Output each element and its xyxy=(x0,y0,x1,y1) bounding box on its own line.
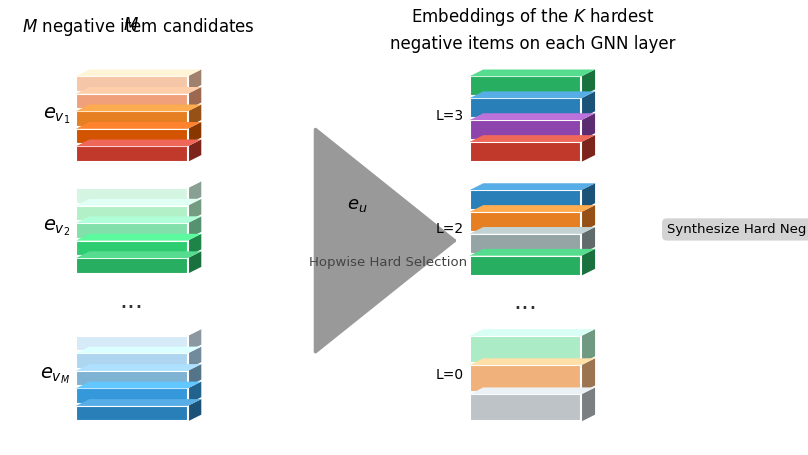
Bar xyxy=(76,188,187,204)
Text: ...: ... xyxy=(120,289,144,313)
Polygon shape xyxy=(187,122,201,144)
Polygon shape xyxy=(76,122,201,129)
Bar xyxy=(76,223,187,239)
Polygon shape xyxy=(76,216,201,223)
Polygon shape xyxy=(187,251,201,274)
Polygon shape xyxy=(582,70,595,96)
Polygon shape xyxy=(469,205,595,212)
Bar xyxy=(76,336,187,351)
Text: Synthesize Hard Neg: Synthesize Hard Neg xyxy=(667,223,806,236)
Polygon shape xyxy=(469,91,595,98)
Polygon shape xyxy=(76,364,201,371)
Polygon shape xyxy=(76,181,201,188)
Polygon shape xyxy=(187,329,201,351)
Polygon shape xyxy=(76,234,201,241)
Polygon shape xyxy=(187,181,201,204)
Polygon shape xyxy=(76,70,201,76)
Text: $e_u$: $e_u$ xyxy=(347,197,367,214)
Bar xyxy=(76,354,187,369)
Text: $e_{v_1}$: $e_{v_1}$ xyxy=(43,106,70,126)
Polygon shape xyxy=(322,221,402,226)
Bar xyxy=(469,98,582,118)
Bar xyxy=(76,206,187,221)
Polygon shape xyxy=(76,399,201,406)
Polygon shape xyxy=(392,221,402,251)
Polygon shape xyxy=(187,347,201,369)
Text: $M$ negative item candidates: $M$ negative item candidates xyxy=(22,16,255,38)
Polygon shape xyxy=(582,358,595,392)
Bar xyxy=(76,241,187,256)
Bar xyxy=(76,371,187,386)
Polygon shape xyxy=(187,364,201,386)
Bar xyxy=(76,389,187,404)
Polygon shape xyxy=(469,358,595,365)
Polygon shape xyxy=(187,399,201,421)
Polygon shape xyxy=(187,140,201,162)
Text: Hopwise Hard Selection: Hopwise Hard Selection xyxy=(309,256,467,269)
Polygon shape xyxy=(582,329,595,363)
Bar xyxy=(469,394,582,421)
Bar xyxy=(76,76,187,92)
Polygon shape xyxy=(76,329,201,336)
Bar xyxy=(76,111,187,127)
Text: Embeddings of the $K$ hardest
negative items on each GNN layer: Embeddings of the $K$ hardest negative i… xyxy=(389,6,675,53)
Text: $e_{v_M}$: $e_{v_M}$ xyxy=(40,365,70,385)
Polygon shape xyxy=(76,382,201,389)
Polygon shape xyxy=(187,70,201,92)
Bar xyxy=(469,120,582,140)
Text: $e_{v_2}$: $e_{v_2}$ xyxy=(43,217,70,238)
Polygon shape xyxy=(582,388,595,421)
Polygon shape xyxy=(187,234,201,256)
Bar xyxy=(469,234,582,254)
Polygon shape xyxy=(76,251,201,258)
Polygon shape xyxy=(76,105,201,111)
Polygon shape xyxy=(76,140,201,147)
Bar xyxy=(76,129,187,144)
Polygon shape xyxy=(582,113,595,140)
Polygon shape xyxy=(469,329,595,336)
Polygon shape xyxy=(582,227,595,254)
Bar xyxy=(469,256,582,276)
Text: L=2: L=2 xyxy=(436,222,464,237)
Polygon shape xyxy=(187,382,201,404)
Polygon shape xyxy=(582,205,595,232)
Polygon shape xyxy=(187,105,201,127)
Polygon shape xyxy=(469,113,595,120)
Polygon shape xyxy=(582,183,595,210)
Text: L=3: L=3 xyxy=(436,109,464,123)
Polygon shape xyxy=(187,216,201,239)
Bar xyxy=(469,190,582,210)
Polygon shape xyxy=(469,135,595,142)
Polygon shape xyxy=(582,135,595,162)
Polygon shape xyxy=(469,249,595,256)
Bar xyxy=(469,336,582,363)
Text: L=0: L=0 xyxy=(436,368,464,382)
Bar xyxy=(76,94,187,109)
Polygon shape xyxy=(582,249,595,276)
Polygon shape xyxy=(469,388,595,394)
Polygon shape xyxy=(469,227,595,234)
Polygon shape xyxy=(76,199,201,206)
Text: ...: ... xyxy=(514,290,537,314)
Bar xyxy=(76,406,187,421)
Bar xyxy=(469,142,582,162)
Polygon shape xyxy=(469,183,595,190)
Bar xyxy=(469,76,582,96)
Bar xyxy=(469,365,582,392)
Bar xyxy=(76,258,187,274)
Polygon shape xyxy=(187,87,201,109)
Bar xyxy=(469,212,582,232)
Bar xyxy=(76,147,187,162)
Text: $M$: $M$ xyxy=(123,16,139,34)
Bar xyxy=(322,226,392,251)
Polygon shape xyxy=(76,87,201,94)
Polygon shape xyxy=(582,91,595,118)
Polygon shape xyxy=(187,199,201,221)
Polygon shape xyxy=(469,70,595,76)
Polygon shape xyxy=(76,347,201,354)
